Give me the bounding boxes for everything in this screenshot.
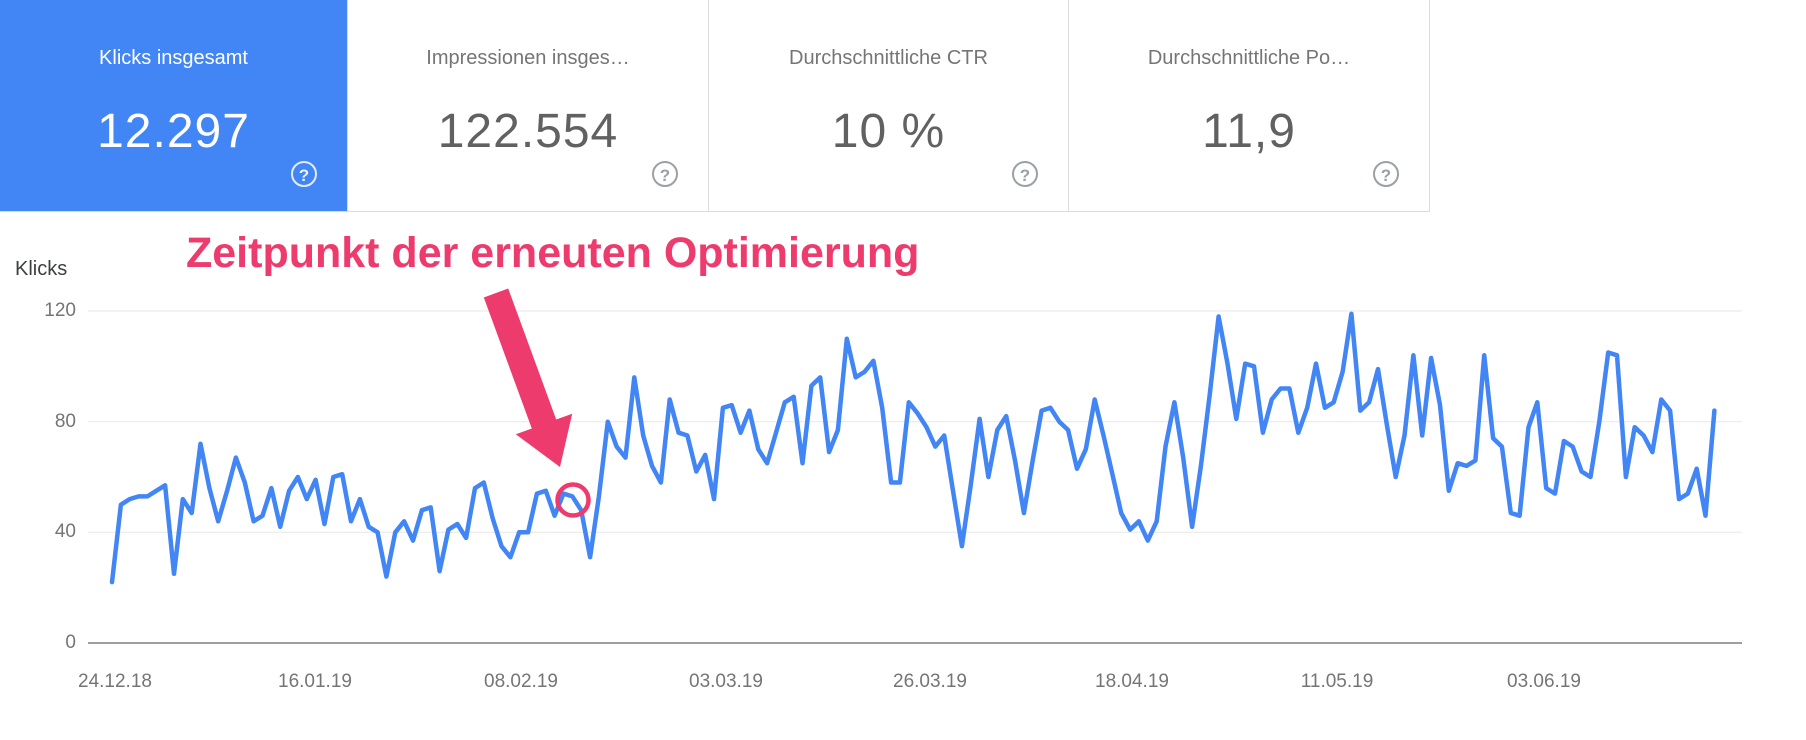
x-axis-date-label: 18.04.19 (1095, 671, 1169, 692)
card-average-position[interactable]: Durchschnittliche Po… 11,9 ? (1069, 0, 1430, 211)
x-axis-date-label: 03.06.19 (1507, 671, 1581, 692)
annotation-arrow-icon (483, 288, 573, 467)
y-axis-tick-label: 120 (44, 300, 76, 321)
annotation-circle-marker (555, 482, 591, 518)
card-value: 12.297 (97, 105, 250, 158)
card-total-impressions[interactable]: Impressionen insges… 122.554 ? (348, 0, 709, 211)
x-axis-date-label: 03.03.19 (689, 671, 763, 692)
x-axis-date-label: 26.03.19 (893, 671, 967, 692)
help-icon[interactable]: ? (1373, 161, 1399, 187)
card-average-ctr[interactable]: Durchschnittliche CTR 10 % ? (709, 0, 1069, 211)
card-value: 11,9 (1202, 105, 1296, 158)
x-axis-date-label: 24.12.18 (78, 671, 152, 692)
x-axis-date-label: 16.01.19 (278, 671, 352, 692)
clicks-series-line[interactable] (109, 311, 1717, 585)
chart-y-axis-title: Klicks (15, 258, 68, 280)
card-total-clicks[interactable]: Klicks insgesamt 12.297 ? (0, 0, 348, 211)
metric-cards-row: Klicks insgesamt 12.297 ? Impressionen i… (0, 0, 1430, 212)
annotation-caption: Zeitpunkt der erneuten Optimierung (186, 229, 920, 277)
x-axis-date-label: 08.02.19 (484, 671, 558, 692)
y-axis-tick-label: 80 (54, 410, 76, 432)
help-icon[interactable]: ? (291, 161, 317, 187)
x-axis-date-label: 11.05.19 (1300, 671, 1374, 692)
y-axis-tick-label: 40 (54, 521, 76, 543)
card-value: 122.554 (437, 105, 619, 158)
card-label: Klicks insgesamt (99, 47, 248, 69)
card-label: Durchschnittliche CTR (789, 47, 988, 69)
y-axis-tick-label: 0 (65, 632, 76, 653)
card-label: Impressionen insges… (426, 47, 630, 69)
card-label: Durchschnittliche Po… (1147, 47, 1351, 69)
card-value: 10 % (831, 105, 946, 158)
help-icon[interactable]: ? (1012, 161, 1038, 187)
help-icon[interactable]: ? (652, 161, 678, 187)
